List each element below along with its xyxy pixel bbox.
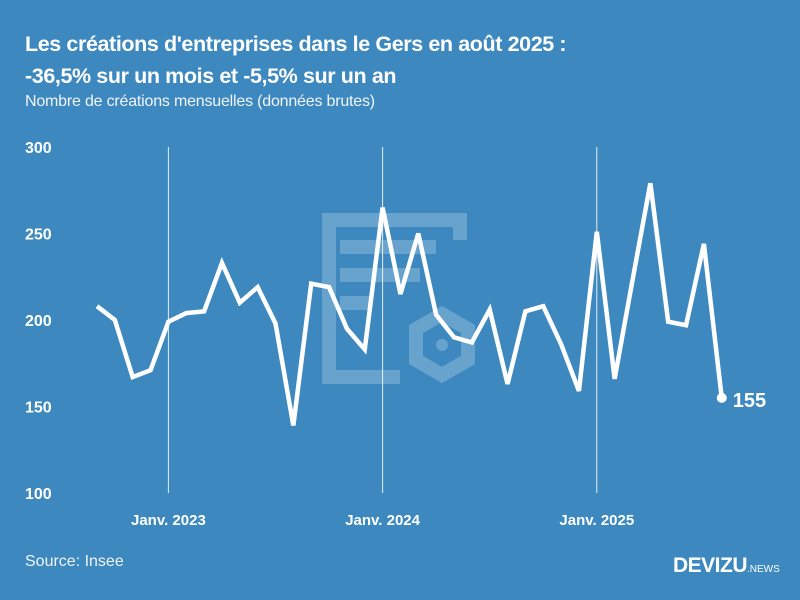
devizu-logo: DEVIZU.NEWS [673, 554, 780, 578]
source-note: Source: Insee [25, 553, 124, 570]
series-line [95, 182, 724, 426]
watermark-document-icon [322, 213, 475, 384]
y-tick-label: 150 [25, 400, 52, 417]
x-tick-label: Janv. 2025 [559, 512, 634, 529]
last-point-marker [716, 392, 727, 403]
logo-suffix: .NEWS [747, 564, 780, 575]
title-line-1: Les créations d'entreprises dans le Gers… [25, 32, 567, 56]
chart-subtitle: Nombre de créations mensuelles (données … [25, 93, 375, 110]
y-tick-label: 250 [25, 227, 52, 244]
x-tick-label: Janv. 2023 [131, 512, 206, 529]
y-tick-label: 300 [25, 140, 52, 157]
x-tick-label: Janv. 2024 [345, 512, 420, 529]
last-value-label: 155 [733, 390, 766, 412]
title-line-2: -36,5% sur un mois et -5,5% sur un an [25, 64, 397, 88]
chart-title: Les créations d'entreprises dans le Gers… [25, 28, 567, 92]
y-tick-label: 200 [25, 313, 52, 330]
y-tick-label: 100 [25, 486, 52, 503]
watermark-dot [436, 339, 448, 351]
logo-main: DEVIZU [673, 554, 748, 577]
